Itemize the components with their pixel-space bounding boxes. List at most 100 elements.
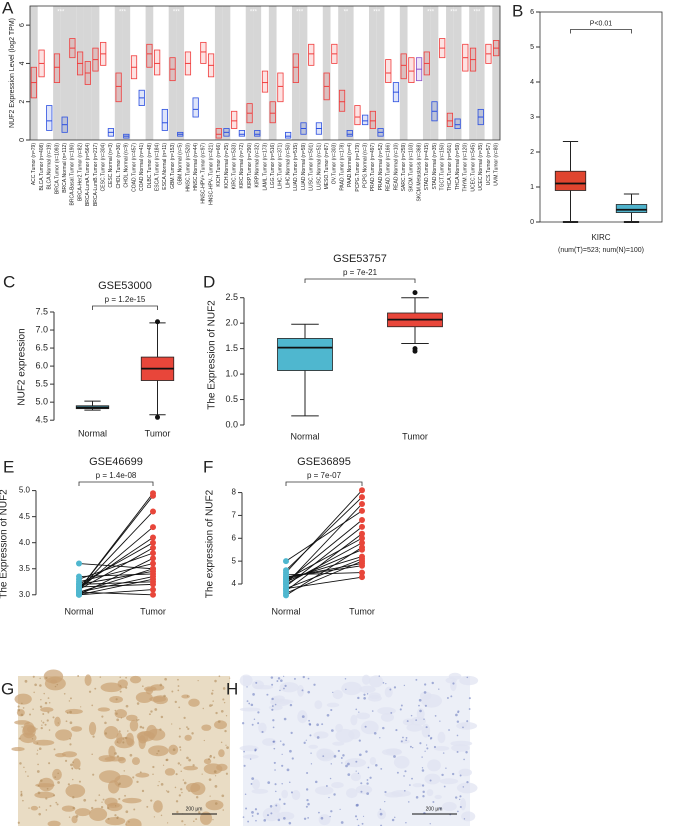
- p-bracket: [570, 29, 632, 34]
- tissue: [384, 686, 393, 698]
- point: [76, 581, 82, 588]
- point: [150, 586, 156, 593]
- nucleus: [225, 744, 227, 746]
- tissue: [181, 694, 190, 699]
- x-tick-label: Tumor: [349, 606, 375, 616]
- tissue: [65, 784, 86, 798]
- tissue: [32, 739, 55, 746]
- y-tick-label: 1.5: [225, 343, 238, 353]
- nucleus: [172, 748, 176, 752]
- nucleus: [80, 706, 82, 708]
- point: [150, 544, 156, 551]
- x-tick-label: BLCA.Tumor (n=408): [39, 143, 45, 191]
- nucleus: [399, 708, 402, 711]
- box: [362, 114, 369, 126]
- nucleus: [403, 775, 405, 777]
- tissue: [164, 768, 176, 776]
- nucleus: [272, 726, 275, 729]
- nucleus: [138, 719, 140, 721]
- nucleus: [177, 678, 179, 681]
- nucleus: [72, 761, 74, 764]
- nucleus: [209, 755, 212, 758]
- nucleus: [94, 687, 97, 690]
- nucleus: [220, 709, 224, 713]
- nucleus: [69, 737, 72, 740]
- nucleus: [101, 801, 103, 803]
- tissue: [316, 748, 335, 762]
- nucleus: [242, 816, 245, 818]
- tissue: [239, 674, 253, 687]
- nucleus: [415, 719, 418, 721]
- nucleus: [54, 685, 57, 688]
- nucleus: [362, 815, 365, 817]
- x-tick-label: DLBC.Tumor (n=48): [147, 143, 153, 188]
- nucleus: [213, 756, 216, 759]
- nucleus: [321, 723, 324, 726]
- nucleus: [243, 764, 246, 767]
- nucleus: [247, 820, 250, 823]
- y-tick-label: 2: [19, 100, 26, 104]
- nucleus: [415, 796, 419, 799]
- nucleus: [333, 793, 336, 796]
- box: [285, 131, 292, 139]
- nucleus: [107, 817, 110, 820]
- tissue: [399, 739, 410, 744]
- nucleus: [197, 680, 199, 682]
- nucleus: [422, 795, 425, 798]
- nucleus: [159, 728, 162, 731]
- x-tick-label: PRAD.Normal (n=52): [378, 143, 384, 191]
- nucleus: [406, 720, 409, 723]
- y-tick-label: 4.5: [35, 415, 48, 425]
- pair-line: [285, 533, 363, 592]
- nucleus: [360, 782, 363, 785]
- nucleus: [371, 710, 374, 712]
- nucleus: [384, 800, 386, 803]
- nucleus: [271, 705, 274, 707]
- nucleus: [177, 685, 180, 687]
- nucleus: [424, 683, 427, 686]
- y-tick-label: 6: [19, 23, 26, 27]
- nucleus: [37, 763, 39, 766]
- x-tick-label: PCPG.Normal (n=3): [362, 143, 368, 188]
- nucleus: [136, 780, 139, 784]
- nucleus: [208, 778, 212, 781]
- outlier: [155, 414, 160, 420]
- nucleus: [104, 732, 108, 735]
- point: [283, 567, 289, 574]
- nucleus: [211, 704, 213, 706]
- y-tick-label: 0: [19, 138, 26, 142]
- outlier: [155, 319, 160, 325]
- nucleus: [255, 819, 257, 822]
- tissue: [308, 744, 319, 749]
- pair-line: [78, 563, 154, 570]
- box: [385, 59, 392, 83]
- tissue: [131, 757, 140, 766]
- nucleus: [28, 807, 30, 809]
- x-tick-label: LAML.Tumor (n=173): [262, 143, 268, 191]
- nucleus: [186, 695, 189, 697]
- tissue: [40, 707, 54, 713]
- tissue: [350, 714, 358, 726]
- nucleus: [452, 682, 455, 685]
- nucleus: [36, 742, 39, 745]
- nucleus: [24, 771, 27, 773]
- nucleus: [275, 804, 278, 807]
- significance: ***: [188, 10, 196, 16]
- nucleus: [267, 781, 271, 784]
- nucleus: [279, 689, 281, 692]
- x-tick-label: BRCA-Basal.Tumor (n=190): [70, 143, 76, 206]
- chart-title: GSE46699: [89, 456, 143, 468]
- nucleus: [160, 715, 164, 719]
- x-tick-label: READ.Normal (n=10): [393, 143, 399, 191]
- nucleus: [20, 713, 24, 717]
- tissue: [103, 726, 119, 740]
- tissue: [97, 707, 110, 712]
- band: [399, 6, 408, 140]
- nucleus: [38, 806, 41, 808]
- nucleus: [92, 735, 95, 738]
- tissue: [377, 707, 396, 715]
- point: [76, 586, 82, 593]
- nucleus: [305, 805, 308, 808]
- nucleus: [229, 677, 231, 679]
- y-tick-label: 7: [232, 511, 237, 520]
